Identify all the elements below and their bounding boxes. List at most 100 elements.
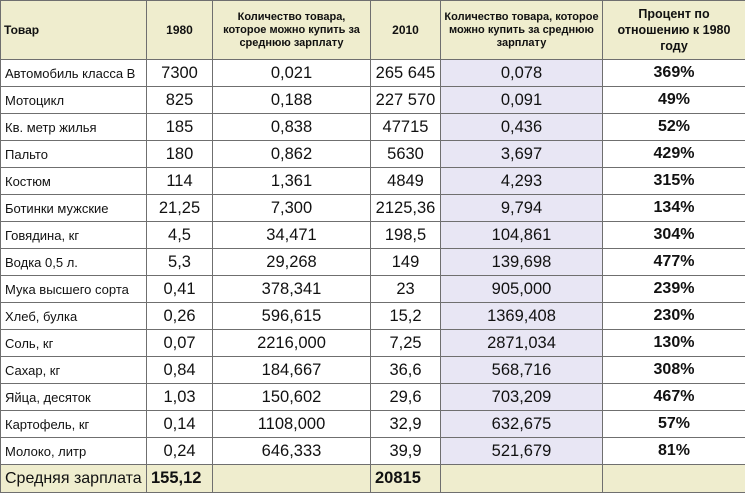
percent-cell: 134% — [602, 194, 745, 222]
salary-2010: 20815 — [370, 464, 441, 493]
table-row: Говядина, кг 4,5 34,471 198,5 104,861 304% — [0, 221, 745, 249]
price-2010-cell: 15,2 — [370, 302, 441, 330]
table-body: Автомобиль класса В 7300 0,021 265 645 0,078… — [0, 59, 745, 465]
price-2010-cell: 39,9 — [370, 437, 441, 465]
table-row: Соль, кг 0,07 2216,000 7,25 2871,034 130% — [0, 329, 745, 357]
table-row: Водка 0,5 л. 5,3 29,268 149 139,698 477% — [0, 248, 745, 276]
price-1980-cell: 7300 — [146, 59, 213, 87]
quantity-1980-cell: 0,021 — [212, 59, 371, 87]
price-1980-cell: 0,14 — [146, 410, 213, 438]
quantity-1980-cell: 0,838 — [212, 113, 371, 141]
header-percent: Процент по отношению к 1980 году — [602, 0, 745, 60]
quantity-1980-cell: 34,471 — [212, 221, 371, 249]
price-2010-cell: 227 570 — [370, 86, 441, 114]
percent-cell: 239% — [602, 275, 745, 303]
quantity-1980-cell: 29,268 — [212, 248, 371, 276]
table-row: Мука высшего сорта 0,41 378,341 23 905,000 23… — [0, 275, 745, 303]
quantity-1980-cell: 184,667 — [212, 356, 371, 384]
percent-cell: 304% — [602, 221, 745, 249]
percent-cell: 57% — [602, 410, 745, 438]
product-name-cell: Мотоцикл — [0, 86, 147, 114]
salary-row: Средняя зарплата 155,12 20815 — [0, 464, 745, 493]
quantity-1980-cell: 2216,000 — [212, 329, 371, 357]
table-row: Кв. метр жилья 185 0,838 47715 0,436 52% — [0, 113, 745, 141]
quantity-2010-cell: 521,679 — [440, 437, 603, 465]
percent-cell: 369% — [602, 59, 745, 87]
salary-empty-cell — [212, 464, 371, 493]
price-2010-cell: 149 — [370, 248, 441, 276]
percent-cell: 49% — [602, 86, 745, 114]
quantity-1980-cell: 0,188 — [212, 86, 371, 114]
header-qty-2010: Количество товара, которое можно купить … — [440, 0, 603, 60]
price-1980-cell: 1,03 — [146, 383, 213, 411]
quantity-1980-cell: 1108,000 — [212, 410, 371, 438]
percent-cell: 308% — [602, 356, 745, 384]
percent-cell: 315% — [602, 167, 745, 195]
quantity-2010-cell: 2871,034 — [440, 329, 603, 357]
price-1980-cell: 21,25 — [146, 194, 213, 222]
price-1980-cell: 825 — [146, 86, 213, 114]
quantity-2010-cell: 0,091 — [440, 86, 603, 114]
quantity-2010-cell: 139,698 — [440, 248, 603, 276]
price-1980-cell: 0,41 — [146, 275, 213, 303]
product-name-cell: Костюм — [0, 167, 147, 195]
percent-cell: 467% — [602, 383, 745, 411]
product-name-cell: Картофель, кг — [0, 410, 147, 438]
price-2010-cell: 265 645 — [370, 59, 441, 87]
quantity-1980-cell: 150,602 — [212, 383, 371, 411]
quantity-1980-cell: 0,862 — [212, 140, 371, 168]
price-1980-cell: 0,07 — [146, 329, 213, 357]
table-row: Молоко, литр 0,24 646,333 39,9 521,679 81% — [0, 437, 745, 465]
price-2010-cell: 4849 — [370, 167, 441, 195]
quantity-1980-cell: 7,300 — [212, 194, 371, 222]
quantity-2010-cell: 0,078 — [440, 59, 603, 87]
percent-cell: 52% — [602, 113, 745, 141]
product-name-cell: Мука высшего сорта — [0, 275, 147, 303]
header-year-1980: 1980 — [146, 0, 213, 60]
percent-cell: 429% — [602, 140, 745, 168]
product-name-cell: Хлеб, булка — [0, 302, 147, 330]
quantity-1980-cell: 378,341 — [212, 275, 371, 303]
table-row: Яйца, десяток 1,03 150,602 29,6 703,209 467% — [0, 383, 745, 411]
table-row: Сахар, кг 0,84 184,667 36,6 568,716 308% — [0, 356, 745, 384]
price-2010-cell: 23 — [370, 275, 441, 303]
header-qty-1980: Количество товара, которое можно купить … — [212, 0, 371, 60]
table-row: Автомобиль класса В 7300 0,021 265 645 0,078… — [0, 59, 745, 87]
percent-cell: 477% — [602, 248, 745, 276]
price-2010-cell: 7,25 — [370, 329, 441, 357]
table-row: Хлеб, булка 0,26 596,615 15,2 1369,408 230% — [0, 302, 745, 330]
price-2010-cell: 47715 — [370, 113, 441, 141]
table-row: Пальто 180 0,862 5630 3,697 429% — [0, 140, 745, 168]
salary-label: Средняя зарплата — [0, 464, 147, 493]
header-product: Товар — [0, 0, 147, 60]
price-2010-cell: 32,9 — [370, 410, 441, 438]
price-1980-cell: 185 — [146, 113, 213, 141]
salary-1980: 155,12 — [146, 464, 213, 493]
header-year-2010: 2010 — [370, 0, 441, 60]
price-1980-cell: 0,26 — [146, 302, 213, 330]
quantity-2010-cell: 3,697 — [440, 140, 603, 168]
price-1980-cell: 4,5 — [146, 221, 213, 249]
table-row: Ботинки мужские 21,25 7,300 2125,36 9,794 134… — [0, 194, 745, 222]
quantity-2010-cell: 4,293 — [440, 167, 603, 195]
quantity-2010-cell: 104,861 — [440, 221, 603, 249]
quantity-1980-cell: 596,615 — [212, 302, 371, 330]
percent-cell: 81% — [602, 437, 745, 465]
percent-cell: 230% — [602, 302, 745, 330]
table-row: Мотоцикл 825 0,188 227 570 0,091 49% — [0, 86, 745, 114]
salary-empty-cell — [440, 464, 603, 493]
product-name-cell: Кв. метр жилья — [0, 113, 147, 141]
quantity-2010-cell: 703,209 — [440, 383, 603, 411]
table-row: Костюм 114 1,361 4849 4,293 315% — [0, 167, 745, 195]
product-name-cell: Водка 0,5 л. — [0, 248, 147, 276]
price-2010-cell: 36,6 — [370, 356, 441, 384]
price-1980-cell: 5,3 — [146, 248, 213, 276]
price-1980-cell: 180 — [146, 140, 213, 168]
quantity-2010-cell: 632,675 — [440, 410, 603, 438]
quantity-2010-cell: 568,716 — [440, 356, 603, 384]
product-name-cell: Соль, кг — [0, 329, 147, 357]
quantity-1980-cell: 1,361 — [212, 167, 371, 195]
quantity-2010-cell: 1369,408 — [440, 302, 603, 330]
quantity-2010-cell: 9,794 — [440, 194, 603, 222]
